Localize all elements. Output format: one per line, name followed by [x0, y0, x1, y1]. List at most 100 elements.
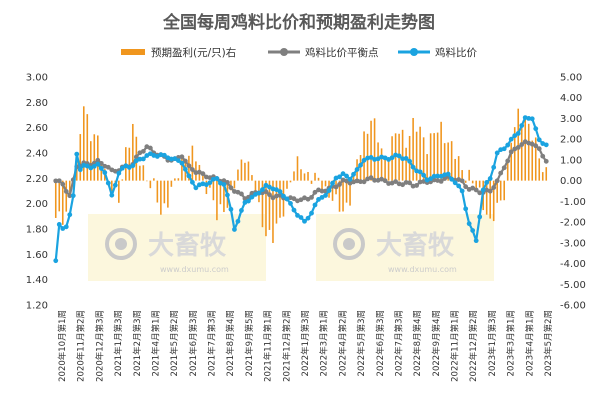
profit-bar — [541, 172, 544, 181]
ratio-point — [246, 198, 251, 204]
profit-bar — [513, 127, 516, 181]
profit-bar — [419, 126, 421, 181]
profit-bar — [527, 123, 530, 181]
balance-point — [536, 146, 542, 152]
ratio-point — [407, 158, 413, 164]
profit-bar — [111, 180, 113, 192]
ratio-point — [354, 167, 360, 172]
ratio-point — [533, 126, 539, 132]
profit-bar — [265, 180, 267, 237]
balance-point — [519, 142, 525, 147]
ratio-point — [431, 173, 437, 179]
profit-bar — [82, 106, 85, 181]
profit-bar — [240, 159, 243, 181]
x-tick-label: 2022年3月第1周 — [319, 310, 330, 376]
balance-point — [540, 153, 546, 159]
profit-bar — [510, 142, 512, 181]
y-right-tick-label: 4.00 — [560, 93, 582, 104]
profit-bar — [545, 167, 548, 181]
balance-point — [393, 179, 398, 184]
profit-bar — [303, 173, 306, 181]
ratio-point — [305, 215, 311, 221]
y-right-tick-label: -2.00 — [560, 218, 586, 229]
profit-bar — [79, 134, 82, 181]
y-right-tick-label: -4.00 — [560, 259, 586, 270]
x-tick-label: 2022年12月第2周 — [468, 310, 479, 382]
balance-point — [200, 171, 206, 177]
balance-point — [309, 194, 314, 200]
balance-point — [407, 180, 413, 186]
ratio-point — [77, 167, 83, 173]
profit-bar — [524, 116, 527, 181]
x-tick-label: 2020年10月第1周 — [57, 310, 68, 382]
profit-bar — [300, 169, 302, 181]
ratio-point — [291, 207, 297, 213]
ratio-point — [67, 212, 73, 218]
profit-bar — [261, 180, 264, 228]
x-tick-label: 2021年6月第3周 — [188, 310, 199, 376]
ratio-point — [501, 146, 507, 152]
y-axis-right: 5.00 4.00 3.00 2.00 1.00 0.00 -1.00 -2.00 -3.00 -… — [560, 73, 586, 312]
y-left-tick-label: 1.40 — [26, 275, 48, 286]
ratio-point — [309, 210, 314, 216]
profit-bar — [531, 140, 534, 181]
ratio-point — [249, 194, 255, 200]
ratio-point — [477, 214, 483, 220]
profit-bar — [128, 147, 131, 181]
balance-point — [358, 179, 363, 185]
ratio-point — [228, 206, 234, 212]
y-right-tick-label: -3.00 — [560, 238, 586, 249]
x-tick-label: 2023年3月第1周 — [506, 310, 517, 376]
profit-bar — [359, 155, 362, 181]
ratio-point — [105, 180, 111, 186]
ratio-point — [508, 136, 514, 142]
balance-point — [403, 180, 409, 185]
profit-bar — [538, 158, 541, 181]
balance-point — [477, 190, 483, 196]
x-tick-label: 2021年4月第1周 — [151, 310, 162, 376]
x-axis: 2020年10月第1周 2020年11月第2周 2020年12月第3周 2021年1月… — [57, 310, 554, 382]
profit-bar — [90, 141, 92, 181]
ratio-point — [410, 164, 416, 170]
profit-bar — [118, 180, 120, 203]
profit-bar — [363, 131, 365, 181]
ratio-point — [91, 163, 97, 169]
x-tick-label: 2021年9月第5周 — [244, 310, 255, 376]
ratio-point — [172, 156, 178, 162]
balance-point — [263, 189, 269, 195]
ratio-point — [330, 180, 335, 186]
balance-point — [67, 193, 73, 199]
ratio-point — [487, 176, 493, 181]
ratio-point — [232, 227, 237, 232]
profit-bar — [454, 158, 456, 181]
svg-text:大畜牧: 大畜牧 — [148, 230, 227, 261]
y-left-tick-label: 2.80 — [26, 98, 48, 109]
profit-bar — [352, 172, 355, 181]
profit-bar — [251, 175, 253, 181]
profit-bar — [517, 108, 520, 181]
profit-bar — [433, 133, 435, 181]
profit-bar — [370, 120, 372, 181]
ratio-point — [319, 194, 325, 200]
profit-bar — [293, 171, 295, 181]
ratio-point — [256, 190, 262, 196]
legend: 预期盈利(元/只)右 鸡料比价平衡点 鸡料比价 — [121, 46, 477, 59]
x-tick-label: 2022年5月第3周 — [356, 310, 367, 376]
y-right-tick-label: 5.00 — [560, 73, 582, 84]
profit-bar — [436, 132, 439, 181]
ratio-point — [494, 150, 500, 156]
ratio-point — [347, 176, 353, 182]
x-tick-label: 2023年5月第2周 — [543, 310, 554, 376]
profit-bar — [181, 158, 183, 181]
ratio-point — [463, 206, 469, 212]
balance-point — [189, 167, 195, 173]
ratio-point — [459, 188, 465, 194]
balance-point — [498, 170, 504, 176]
ratio-point — [95, 161, 101, 167]
profit-bar — [188, 155, 190, 181]
x-tick-label: 2023年4月第1周 — [524, 310, 535, 376]
x-tick-label: 2022年7月第3周 — [394, 310, 405, 376]
y-left-tick-label: 3.00 — [26, 73, 48, 84]
profit-bar — [86, 114, 89, 181]
y-right-tick-label: 0.00 — [560, 176, 582, 187]
